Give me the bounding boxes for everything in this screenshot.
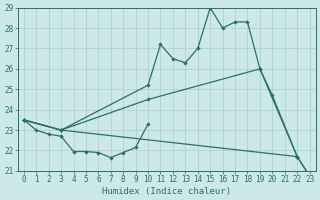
- X-axis label: Humidex (Indice chaleur): Humidex (Indice chaleur): [102, 187, 231, 196]
